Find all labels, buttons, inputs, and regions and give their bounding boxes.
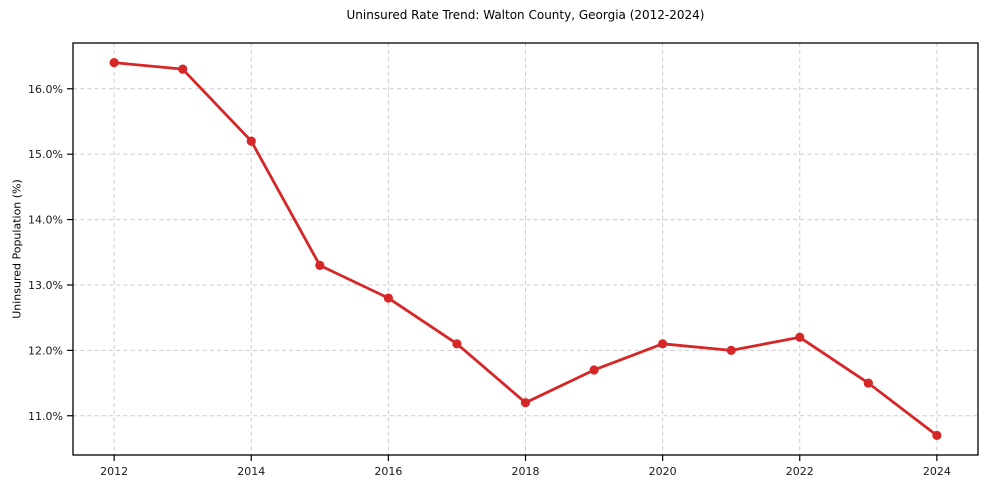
data-point-marker: [520, 398, 531, 408]
x-tick-label: 2024: [923, 465, 951, 478]
x-tick-label: 2022: [786, 465, 814, 478]
data-point-marker: [932, 430, 942, 440]
chart-title: Uninsured Rate Trend: Walton County, Geo…: [346, 8, 705, 22]
data-point-marker: [795, 332, 805, 342]
y-tick-label: 15.0%: [28, 148, 63, 161]
y-tick-label: 12.0%: [28, 344, 63, 357]
data-point-marker: [109, 58, 119, 68]
data-point-marker: [589, 365, 599, 375]
y-tick-label: 13.0%: [28, 279, 63, 292]
x-tick-label: 2018: [512, 465, 540, 478]
x-tick-label: 2020: [649, 465, 677, 478]
x-tick-label: 2014: [237, 465, 265, 478]
data-point-marker: [383, 293, 393, 303]
data-point-marker: [726, 345, 736, 355]
data-point-marker: [178, 64, 188, 74]
x-tick-label: 2016: [374, 465, 402, 478]
y-tick-label: 14.0%: [28, 214, 63, 227]
y-tick-label: 16.0%: [28, 83, 63, 96]
axes-frame: [72, 42, 979, 456]
data-point-marker: [863, 378, 873, 388]
x-tick-label: 2012: [100, 465, 128, 478]
y-tick-label: 11.0%: [28, 410, 63, 423]
data-point-marker: [452, 339, 462, 349]
data-point-marker: [246, 136, 256, 146]
data-point-marker: [658, 339, 668, 349]
data-point-marker: [315, 260, 325, 270]
